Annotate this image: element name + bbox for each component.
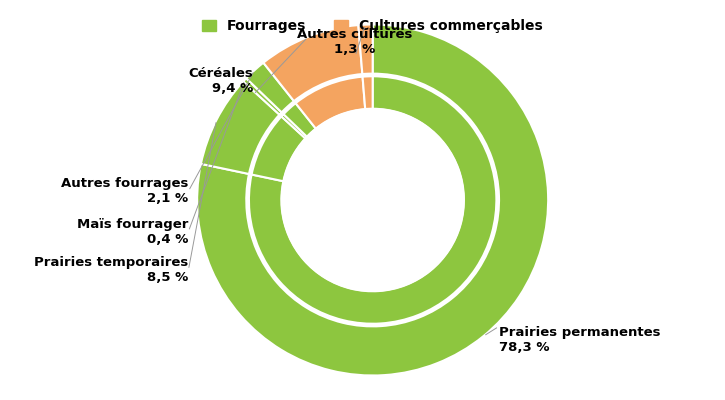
Text: Autres fourrages
2,1 %: Autres fourrages 2,1 % bbox=[61, 177, 188, 205]
Wedge shape bbox=[283, 103, 316, 137]
Wedge shape bbox=[243, 78, 281, 115]
Wedge shape bbox=[358, 24, 373, 74]
Wedge shape bbox=[249, 76, 497, 324]
Wedge shape bbox=[296, 77, 365, 128]
Wedge shape bbox=[201, 82, 279, 174]
Legend: Fourrages, Cultures commerçables: Fourrages, Cultures commerçables bbox=[196, 14, 549, 39]
Text: Prairies temporaires
8,5 %: Prairies temporaires 8,5 % bbox=[34, 256, 188, 284]
Text: Maïs fourrager
0,4 %: Maïs fourrager 0,4 % bbox=[77, 218, 188, 246]
Circle shape bbox=[281, 109, 464, 291]
Wedge shape bbox=[281, 114, 307, 138]
Text: Prairies permanentes
78,3 %: Prairies permanentes 78,3 % bbox=[499, 326, 660, 354]
Text: Autres cultures
1,3 %: Autres cultures 1,3 % bbox=[297, 28, 413, 56]
Wedge shape bbox=[362, 76, 373, 109]
Wedge shape bbox=[263, 25, 362, 101]
Text: Céréales
9,4 %: Céréales 9,4 % bbox=[188, 67, 253, 95]
Wedge shape bbox=[247, 63, 294, 112]
Wedge shape bbox=[197, 24, 548, 376]
Wedge shape bbox=[252, 116, 305, 181]
